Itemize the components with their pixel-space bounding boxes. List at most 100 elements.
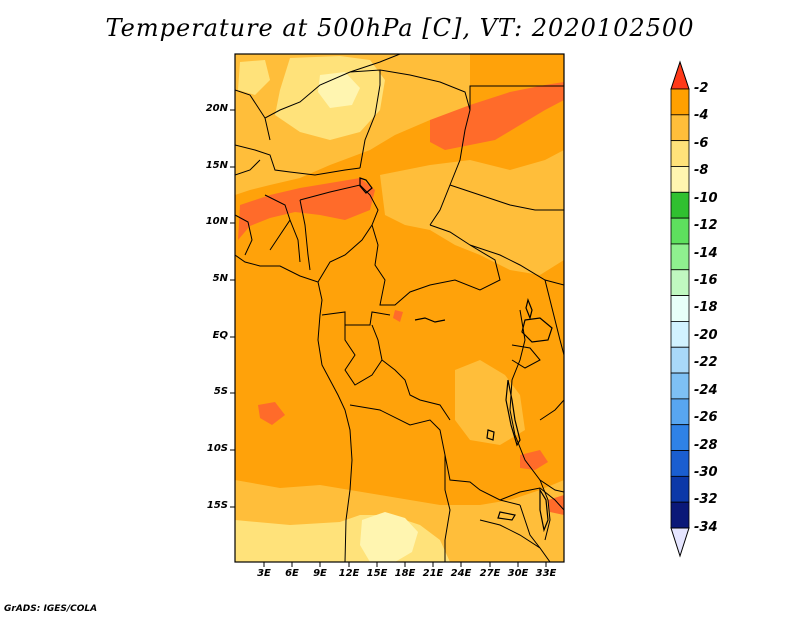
field-region-minus6-to-minus8-central [380, 150, 564, 275]
colorbar-label-minus18: -18 [694, 300, 718, 315]
lon-label-9e: 9E [313, 568, 327, 579]
border-angola-zambia [444, 455, 451, 562]
field-region-minus2-to-minus4-patch-east [548, 495, 564, 515]
colorbar-label-minus24: -24 [694, 383, 718, 398]
colorbar-label-minus30: -30 [694, 465, 718, 480]
border-cameroon-gabon [321, 311, 391, 326]
lat-label-5s: 5S [213, 386, 228, 397]
chart-title: Temperature at 500hPa [C], VT: 202010250… [105, 14, 695, 42]
colorbar [670, 60, 690, 558]
colorbar-cell [670, 321, 690, 348]
lat-label-15s: 15S [206, 500, 228, 511]
field-region-minus2-to-minus4-patch-congo [393, 310, 403, 322]
border-zimbabwe [479, 519, 551, 562]
colorbar-cell [670, 450, 690, 477]
temperature-field [235, 54, 564, 562]
lon-label-18e: 18E [394, 568, 416, 579]
border-benin [299, 199, 311, 271]
country-borders [235, 54, 564, 562]
border-rwanda [511, 344, 541, 369]
lat-label-eq: EQ [212, 330, 228, 341]
lat-label-20n: 20N [205, 103, 228, 114]
lake-congo-river [414, 317, 446, 323]
colorbar-cell [670, 140, 690, 167]
lon-label-21e: 21E [422, 568, 444, 579]
border-guinea [235, 214, 253, 256]
colorbar-cell [670, 191, 690, 219]
colorbar-cell [670, 269, 690, 296]
border-congo [344, 324, 383, 386]
coastline-west-africa [235, 254, 353, 562]
lon-label-33e: 33E [535, 568, 557, 579]
field-region-minus2-to-minus4-patch-lakes [520, 450, 548, 470]
colorbar-cell [670, 475, 690, 503]
field-region-minus2-to-minus4-patch-angola [258, 402, 285, 425]
lake-tanganyika [505, 379, 521, 447]
lon-label-12e: 12E [338, 568, 360, 579]
lon-label-30e: 30E [507, 568, 529, 579]
border-malawi [539, 479, 551, 541]
colorbar-cell [670, 243, 690, 271]
colorbar-cell [670, 346, 690, 374]
border-car [371, 224, 501, 306]
map-frame [234, 53, 565, 563]
field-region-minus2-to-minus4-sahel [238, 178, 375, 240]
colorbar-bottom-arrow [670, 527, 690, 558]
lon-label-6e: 6E [285, 568, 299, 579]
lon-label-24e: 24E [450, 568, 472, 579]
lake-malawi [539, 487, 549, 533]
border-mozambique [519, 504, 541, 549]
field-region-minus8-to-minus10-west [238, 60, 270, 95]
field-region-minus10-to-minus12 [360, 512, 418, 562]
colorbar-top-arrow [670, 60, 690, 90]
colorbar-cell [670, 501, 690, 529]
lake-victoria [521, 317, 553, 343]
lat-tick-marks [230, 109, 235, 508]
border-libya-south [349, 54, 401, 73]
field-region-minus2-to-minus4-sudan [430, 82, 564, 150]
colorbar-cell [670, 372, 690, 400]
border-morocco-edge [235, 89, 266, 119]
colorbar-label-minus6: -6 [694, 136, 709, 151]
colorbar-label-minus32: -32 [694, 492, 718, 507]
border-egypt-sudan [469, 85, 564, 110]
border-drc-west [381, 359, 451, 421]
lake-albert [525, 298, 533, 320]
colorbar-label-minus4: -4 [694, 108, 709, 123]
border-ghana-togo [289, 219, 301, 263]
colorbar-cell [670, 114, 690, 142]
colorbar-label-minus22: -22 [694, 355, 718, 370]
colorbar-cell [670, 166, 690, 193]
colorbar-cell [670, 295, 690, 322]
colorbar-label-minus8: -8 [694, 163, 709, 178]
lakes [359, 177, 553, 533]
colorbar-label-minus12: -12 [694, 218, 718, 233]
border-uganda-kenya [544, 279, 564, 356]
colorbar-cell [670, 88, 690, 116]
lat-label-15n: 15N [205, 160, 228, 171]
border-kenya-tanz [539, 399, 564, 421]
lat-label-10s: 10S [206, 443, 228, 454]
colorbar-label-minus34: -34 [694, 520, 718, 535]
colorbar-cell [670, 398, 690, 426]
colorbar-label-minus14: -14 [694, 246, 718, 261]
border-mauritania [235, 159, 261, 176]
colorbar-cell [670, 424, 690, 451]
border-mali-niger [235, 144, 361, 176]
border-sudan-south [449, 184, 564, 211]
colorbar-label-minus28: -28 [694, 438, 718, 453]
colorbar-cell [670, 217, 690, 245]
border-east-lakes [509, 309, 564, 493]
lon-label-3e: 3E [257, 568, 271, 579]
lon-label-27e: 27E [479, 568, 501, 579]
lat-label-5n: 5N [212, 273, 228, 284]
grads-credit: GrADS: IGES/COLA [4, 604, 98, 614]
border-zambia-east [499, 487, 564, 511]
lon-label-15e: 15E [366, 568, 388, 579]
lake-chad [359, 177, 373, 194]
colorbar-label-minus26: -26 [694, 410, 718, 425]
border-chad-east [379, 69, 471, 226]
lat-label-10n: 10N [205, 216, 228, 227]
colorbar-label-minus16: -16 [694, 273, 718, 288]
